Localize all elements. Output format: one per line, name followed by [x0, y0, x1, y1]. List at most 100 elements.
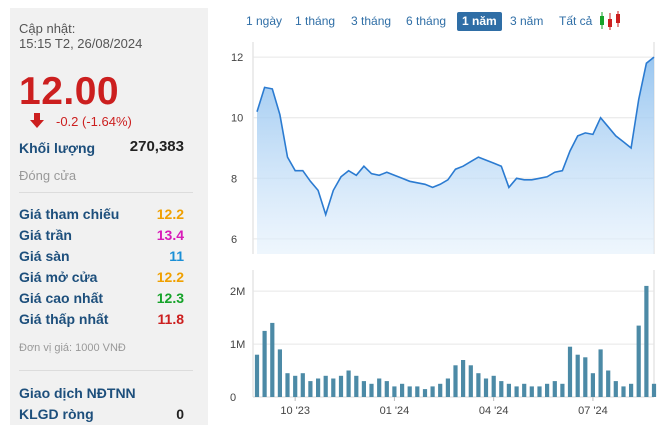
stat-label-open: Giá mở cửa	[19, 269, 98, 285]
volume-bar	[483, 378, 489, 397]
range-3-months[interactable]: 3 tháng	[351, 14, 392, 28]
volume-bar	[430, 386, 435, 397]
stat-label-ceiling: Giá trần	[19, 227, 72, 243]
volume-bar	[468, 365, 473, 398]
stat-value-ceiling: 13.4	[156, 227, 184, 243]
updated-time: 15:15 T2, 26/08/2024	[19, 36, 143, 51]
arrow-down-icon	[30, 113, 44, 128]
price-unit-note: Đơn vị giá: 1000 VNĐ	[19, 342, 126, 354]
volume-bar	[415, 386, 420, 397]
range-all[interactable]: Tất cả	[559, 14, 593, 28]
volume-bar	[514, 386, 519, 397]
volume-bar	[369, 383, 374, 397]
volume-x-tick-label: 04 '24	[479, 405, 509, 417]
volume-bar	[537, 386, 542, 397]
volume-x-tick-label: 01 '24	[380, 405, 410, 417]
volume-bar	[392, 386, 397, 397]
stat-label-high: Giá cao nhất	[19, 290, 104, 306]
volume-bar	[621, 386, 626, 397]
volume-bar	[361, 381, 366, 397]
volume-bar	[606, 370, 611, 397]
volume-bar	[560, 383, 565, 397]
quote-panel: Cập nhật: 15:15 T2, 26/08/2024 12.00 -0.…	[10, 8, 208, 425]
updated-label: Cập nhật:	[19, 21, 76, 36]
volume-bar	[636, 325, 641, 397]
stat-value-open: 12.2	[156, 269, 184, 285]
volume-bar	[438, 383, 443, 397]
stat-value-high: 12.3	[156, 290, 184, 306]
volume-label: Khối lượng	[19, 140, 96, 156]
volume-bar	[453, 365, 458, 398]
stat-label-low: Giá thấp nhất	[19, 311, 109, 327]
volume-y-tick-label: 1M	[230, 339, 245, 351]
price-chart: 6 8 10 12	[231, 42, 655, 254]
divider	[19, 192, 193, 193]
volume-bar	[629, 383, 634, 397]
klgd-value: 0	[176, 406, 184, 422]
volume-bar	[506, 383, 511, 397]
volume-bar	[277, 349, 282, 397]
volume-bar	[529, 386, 534, 397]
stat-value-reference: 12.2	[156, 206, 184, 222]
volume-chart: 0 1M 2M 10 '23 01 '24 04 '24 07 '24	[230, 270, 657, 417]
range-1-month[interactable]: 1 tháng	[295, 14, 336, 28]
volume-bar	[522, 383, 527, 397]
volume-bar	[651, 383, 657, 397]
volume-value: 270,383	[129, 138, 184, 155]
price-y-tick-label: 12	[231, 52, 243, 64]
stat-label-reference: Giá tham chiếu	[19, 206, 120, 222]
volume-bar	[476, 373, 481, 397]
volume-bar	[461, 360, 466, 397]
price-change: -0.2 (-1.64%)	[56, 114, 132, 129]
range-1-day[interactable]: 1 ngày	[246, 14, 283, 28]
volume-bar	[262, 330, 267, 397]
volume-bar	[308, 381, 313, 397]
stat-value-floor: 11	[169, 248, 184, 264]
divider	[19, 370, 193, 371]
klgd-label: KLGD ròng	[19, 406, 94, 422]
volume-x-tick-label: 10 '23	[280, 405, 310, 417]
volume-bar	[491, 375, 496, 397]
volume-bar	[338, 375, 344, 397]
price-y-tick-label: 6	[231, 234, 237, 246]
volume-bar	[583, 357, 588, 397]
volume-bar	[293, 375, 298, 397]
volume-bar	[300, 373, 305, 397]
volume-bar	[354, 375, 359, 397]
stat-label-floor: Giá sàn	[19, 248, 70, 264]
current-price: 12.00	[19, 70, 120, 113]
volume-bar	[400, 383, 405, 397]
range-3-years[interactable]: 3 năm	[510, 14, 544, 28]
volume-bar	[598, 349, 603, 397]
volume-bar	[407, 386, 412, 397]
volume-bar	[545, 383, 550, 397]
volume-bar	[270, 322, 275, 397]
volume-bar	[613, 381, 618, 397]
range-1-year[interactable]: 1 năm	[457, 12, 502, 31]
price-area-fill	[257, 57, 654, 254]
stat-value-low: 11.8	[157, 311, 184, 327]
volume-x-tick-label: 07 '24	[578, 405, 608, 417]
volume-bar	[285, 373, 290, 397]
volume-bar	[575, 354, 580, 397]
close-label: Đóng cửa	[19, 168, 77, 183]
volume-bar	[254, 354, 260, 397]
volume-bar	[552, 381, 557, 397]
volume-bar	[644, 285, 649, 397]
volume-y-tick-label: 2M	[230, 286, 245, 298]
price-y-tick-label: 10	[231, 113, 243, 125]
candlestick-icon[interactable]	[598, 11, 622, 31]
volume-bar	[590, 373, 595, 397]
price-line	[256, 56, 655, 218]
volume-bar	[346, 370, 351, 397]
volume-bar	[377, 378, 382, 397]
volume-bar	[316, 378, 321, 397]
foreign-trade-title: Giao dịch NĐTNN	[19, 385, 136, 401]
volume-bar	[384, 381, 389, 397]
price-y-tick-label: 8	[231, 173, 237, 185]
range-6-months[interactable]: 6 tháng	[406, 14, 447, 28]
volume-bar	[331, 378, 336, 397]
volume-y-tick-label: 0	[230, 392, 236, 404]
volume-bar	[499, 381, 504, 397]
